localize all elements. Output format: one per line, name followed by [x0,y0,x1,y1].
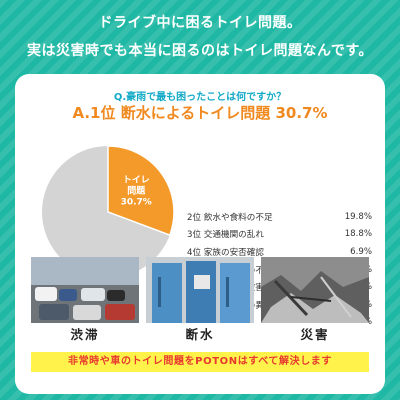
headline-line-2: 実は災害時でも本当に困るのはトイレ問題なんです。 [27,43,373,59]
disaster-rubble-photo [261,257,369,323]
ranking-row: 2位 飲水や食料の不足 19.8% [187,208,372,226]
photo-caption-water-outage: 断水 [146,323,254,347]
photo-water-outage: 断水 [146,257,254,347]
survey-card: Q.豪雨で最も困ったことは何ですか？ A.1位 断水によるトイレ問題 30.7%… [15,74,385,394]
portable-toilets-photo [146,257,254,323]
photo-disaster: 災害 [261,257,369,347]
ranking-label: 4位 家族の安否確認 [187,247,264,258]
pie-slice-toilet-problem [107,145,175,237]
ranking-value: 18.8% [344,229,372,240]
survey-answer: A.1位 断水によるトイレ問題 30.7% [72,104,328,122]
ranking-row: 4位 家族の安否確認 6.9% [187,243,372,261]
pie-slice-label: 30.7% [121,197,152,207]
ranking-value: 19.8% [344,211,372,222]
ranking-label: 2位 飲水や食料の不足 [187,212,273,223]
ranking-row: 3位 交通機関の乱れ 18.8% [187,226,372,244]
photo-traffic: 渋滞 [31,257,139,347]
pie-slice-label: 問題 [127,185,146,196]
ranking-value: 6.9% [350,246,372,257]
traffic-jam-photo [31,257,139,323]
photo-strip: 渋滞 断水 災害 [31,257,369,347]
photo-caption-traffic: 渋滞 [31,323,139,347]
solution-banner: 非常時や車のトイレ問題をPOTONはすべて解決します [31,352,369,372]
photo-caption-disaster: 災害 [261,323,369,347]
ranking-label: 3位 交通機関の乱れ [187,230,264,241]
pie-slice-label: トイレ [123,174,150,185]
survey-question: Q.豪雨で最も困ったことは何ですか？ [113,92,287,103]
headline-line-1: ドライブ中に困るトイレ問題。 [98,15,302,31]
